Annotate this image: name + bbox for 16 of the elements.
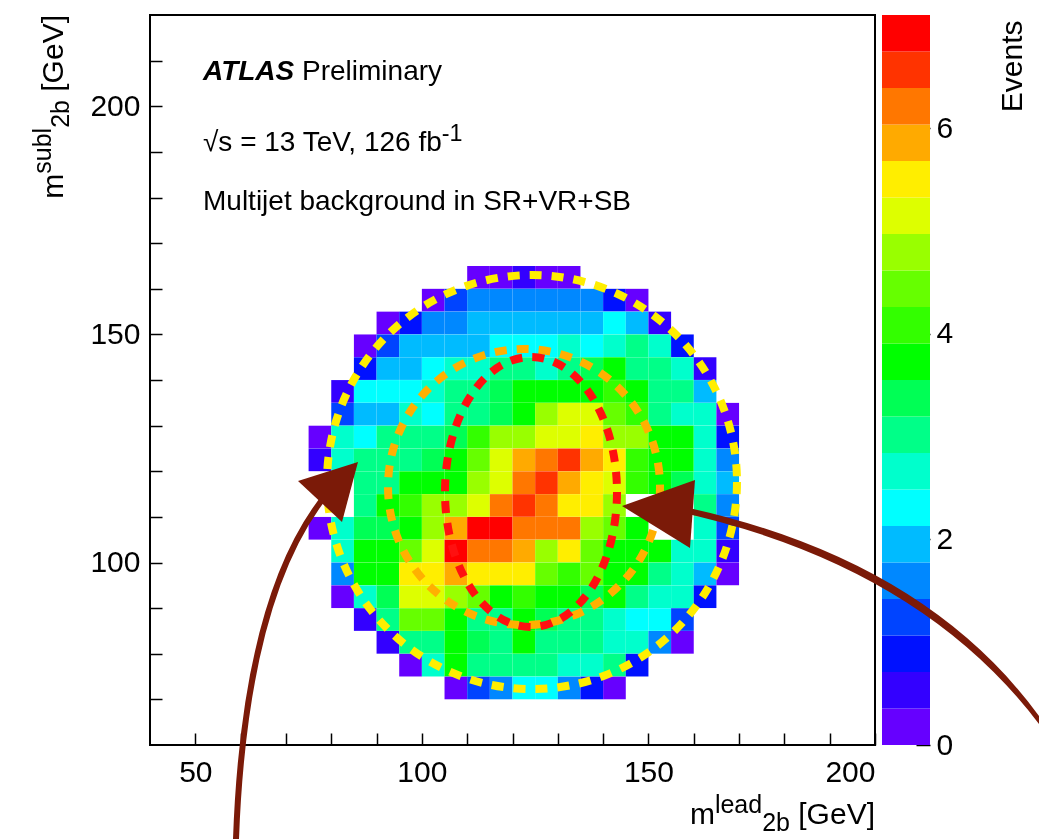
y-tick-label: 100 xyxy=(90,545,141,578)
x-axis-title: m$^{lead}$$_{2b}$ [GeV] xyxy=(689,790,875,837)
annotation: ATLAS Preliminary xyxy=(203,55,443,87)
x-tick-label: 50 xyxy=(179,754,213,788)
x-tick-label: 200 xyxy=(825,754,876,788)
y-tick-label: 150 xyxy=(90,316,141,350)
x-tick-label: 150 xyxy=(623,754,674,788)
annotation: √s = 13 TeV, 126 fb$^{-1}$ xyxy=(203,120,463,159)
color-bar-label: 2 xyxy=(936,521,954,555)
color-bar-label: 6 xyxy=(936,110,954,144)
x-tick-label: 100 xyxy=(397,754,448,788)
annotation: Multijet background in SR+VR+SB xyxy=(203,185,631,217)
color-bar-label: 4 xyxy=(936,316,954,350)
y-tick-label: 200 xyxy=(90,88,141,122)
color-bar-title: Events xyxy=(994,20,1028,113)
color-bar-label: 0 xyxy=(936,727,954,761)
